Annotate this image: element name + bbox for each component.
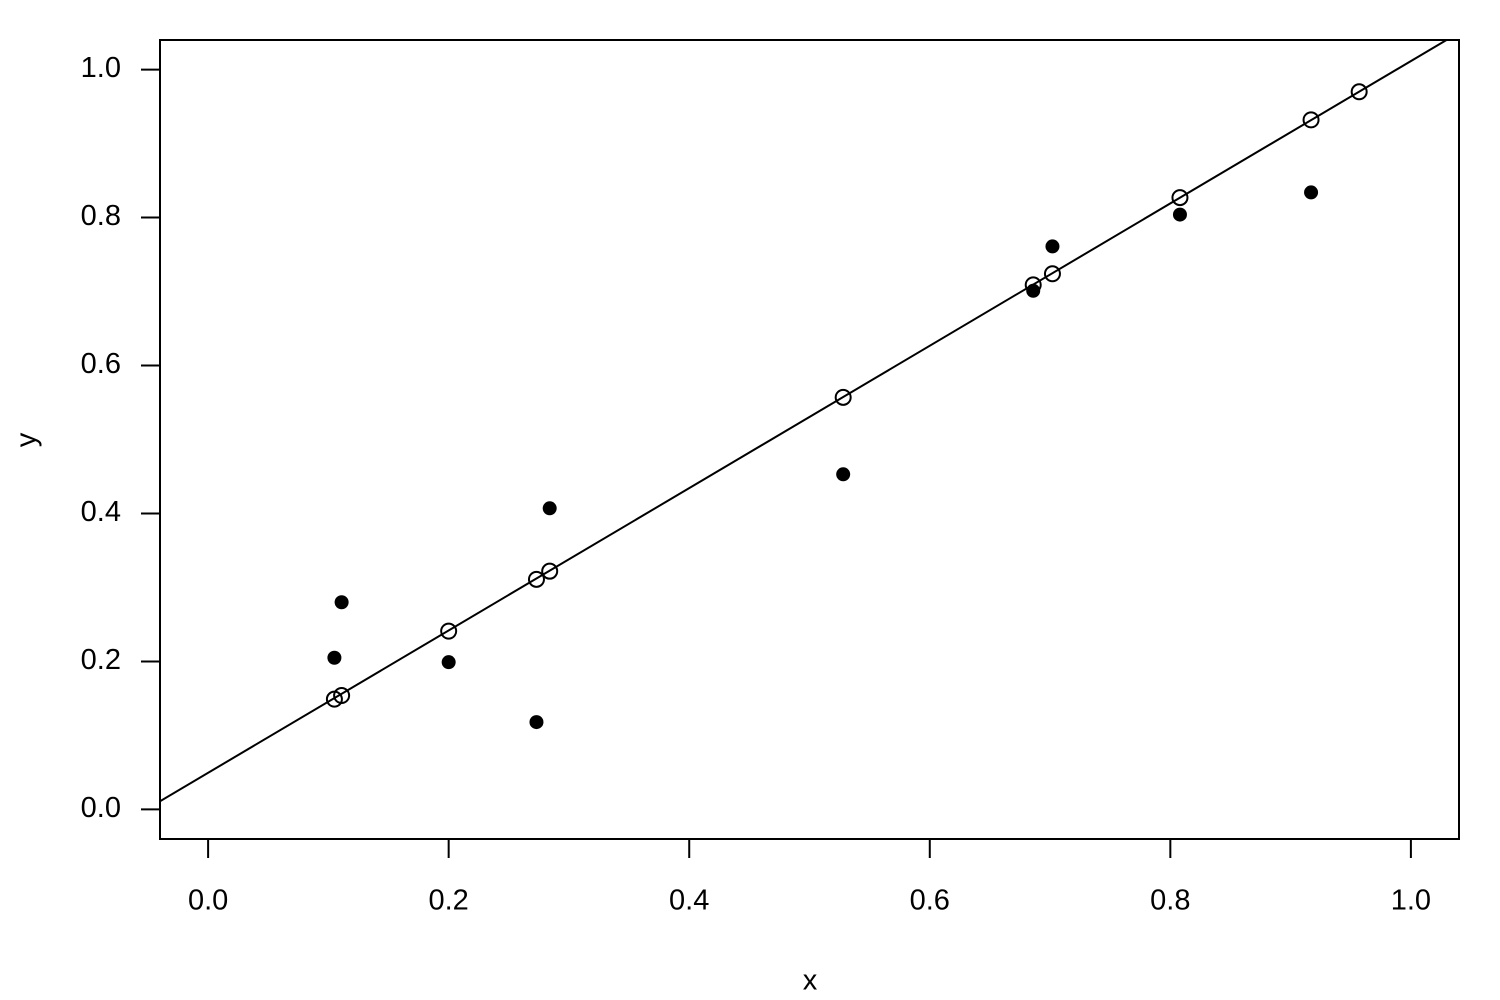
y-tick-label: 0.0 bbox=[81, 792, 121, 824]
filled-point bbox=[529, 715, 544, 730]
open-point bbox=[333, 686, 351, 704]
filled-point bbox=[334, 595, 349, 610]
plot-area bbox=[160, 40, 1449, 803]
y-tick-label: 0.4 bbox=[81, 496, 121, 528]
x-tick-label: 0.6 bbox=[910, 885, 950, 917]
x-tick-label: 0.2 bbox=[429, 885, 469, 917]
open-point bbox=[1350, 83, 1368, 101]
filled-point bbox=[441, 655, 456, 670]
x-axis-label: x bbox=[803, 965, 818, 997]
open-point bbox=[1043, 265, 1061, 283]
x-tick-label: 0.0 bbox=[188, 885, 228, 917]
filled-point bbox=[327, 650, 342, 665]
open-point bbox=[1302, 111, 1320, 129]
open-point bbox=[1171, 189, 1189, 207]
y-tick-label: 0.8 bbox=[81, 200, 121, 232]
x-tick-label: 0.4 bbox=[669, 885, 709, 917]
y-axis-label: y bbox=[11, 432, 43, 447]
y-tick-label: 0.2 bbox=[81, 644, 121, 676]
open-point bbox=[440, 622, 458, 640]
open-point bbox=[541, 562, 559, 580]
fit-line bbox=[160, 40, 1449, 803]
y-tick-label: 0.6 bbox=[81, 348, 121, 380]
filled-point bbox=[542, 501, 557, 516]
x-tick-label: 0.8 bbox=[1150, 885, 1190, 917]
open-point bbox=[527, 570, 545, 588]
filled-point bbox=[1026, 283, 1041, 298]
open-point bbox=[1024, 276, 1042, 294]
plot-frame bbox=[159, 39, 1460, 840]
filled-point bbox=[1045, 239, 1060, 254]
filled-point bbox=[1172, 207, 1187, 222]
y-tick-label: 1.0 bbox=[81, 52, 121, 84]
filled-point bbox=[1304, 185, 1319, 200]
open-point bbox=[834, 388, 852, 406]
filled-point bbox=[836, 467, 851, 482]
x-tick-label: 1.0 bbox=[1391, 885, 1431, 917]
